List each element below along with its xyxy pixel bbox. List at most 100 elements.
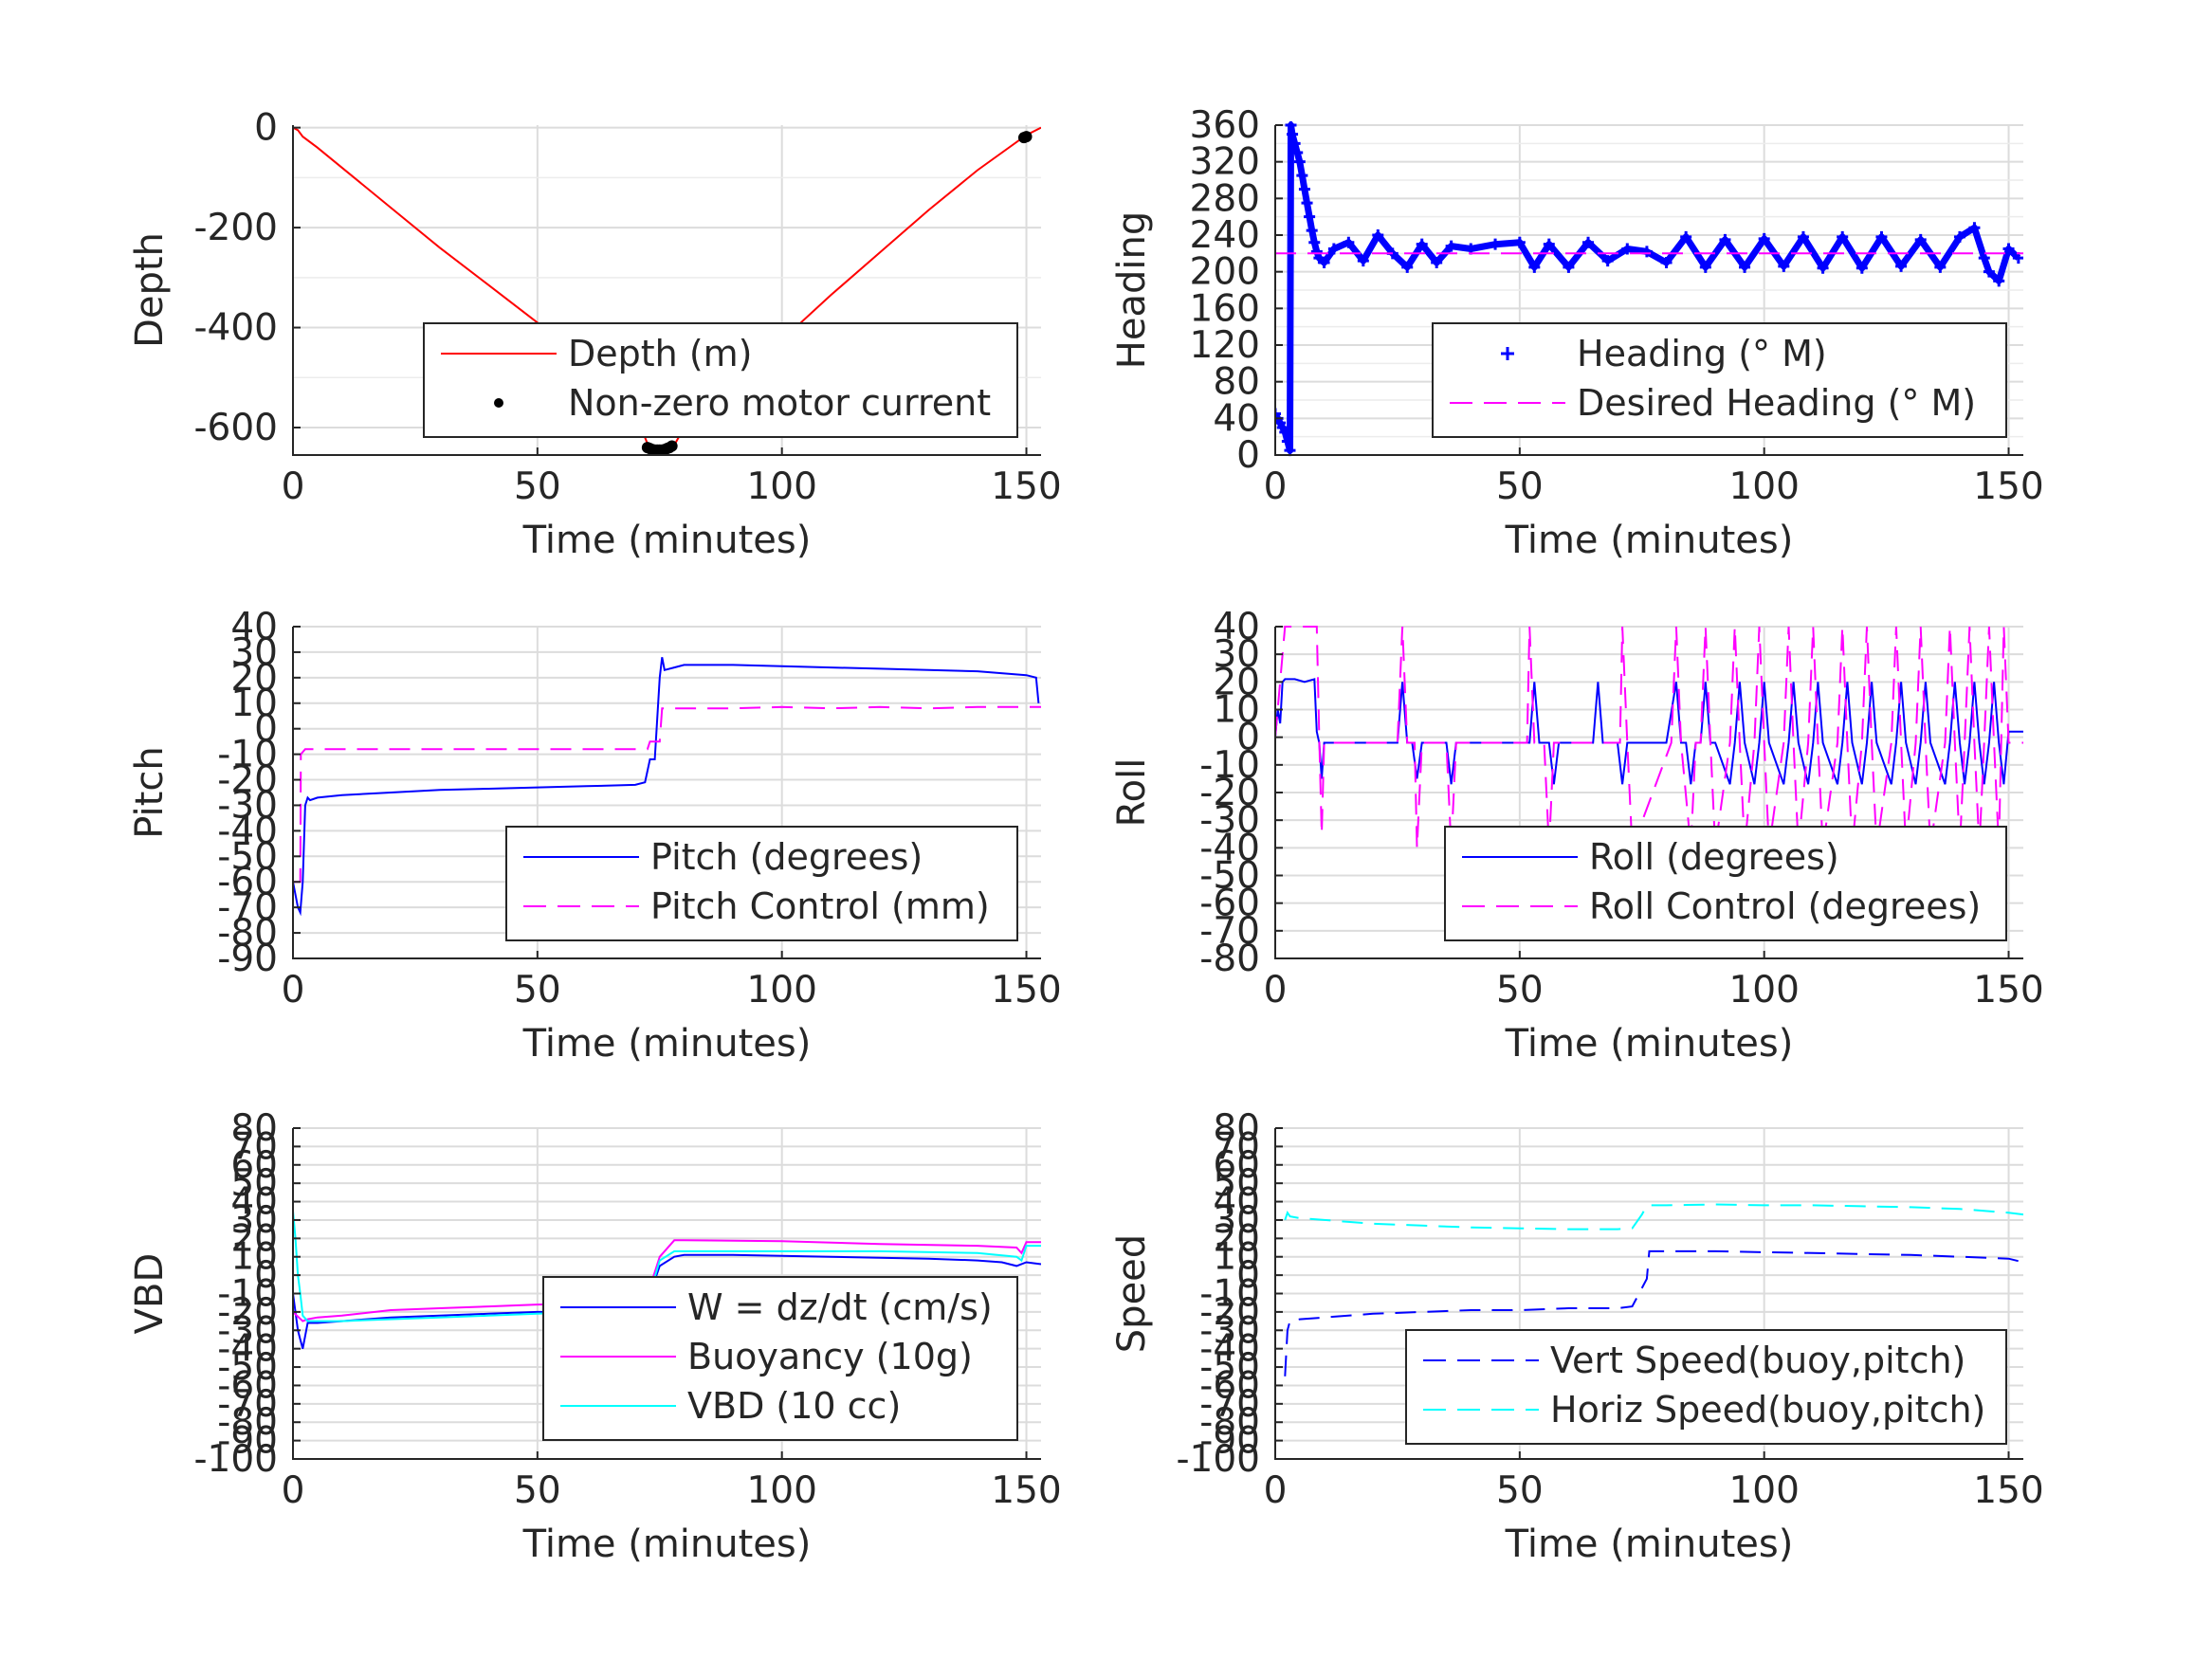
y-tick-label: -50: [1199, 855, 1260, 898]
y-tick-label: 0: [254, 708, 278, 751]
data-point: [1020, 131, 1033, 143]
x-tick-label: 0: [1264, 465, 1288, 508]
series-band: [1275, 121, 2021, 454]
data-point: [666, 440, 678, 452]
y-tick-label: 40: [1213, 397, 1260, 440]
y-tick-label: 20: [1213, 1217, 1260, 1260]
legend: Pitch (degrees) Pitch Control (mm): [505, 826, 1018, 941]
y-tick-label: -50: [217, 835, 278, 878]
y-tick-label: -10: [1199, 1273, 1260, 1316]
legend-label: Roll (degrees): [1589, 836, 1839, 878]
x-tick-label: 50: [1496, 969, 1544, 1012]
y-tick-label: 10: [230, 1236, 278, 1279]
y-tick-label: 0: [1236, 1254, 1260, 1297]
series-line: [1284, 1203, 2023, 1231]
legend-box: [1405, 1329, 2007, 1445]
legend-label: Pitch Control (mm): [650, 885, 990, 927]
y-tick-label: -50: [1199, 1346, 1260, 1389]
x-axis-label: Time (minutes): [522, 1522, 812, 1566]
x-tick-label: 100: [1728, 465, 1799, 508]
series-2: [1284, 1203, 2023, 1231]
legend-box: [1432, 322, 2007, 438]
legend-label: Horiz Speed(buoy,pitch): [1550, 1389, 1985, 1431]
x-axis-label: Time (minutes): [522, 519, 812, 562]
series-2: [293, 705, 1041, 884]
chart-4: 0 50 100 150403020100-10-20-30-40-50-60-70-…: [1110, 606, 2044, 1066]
y-tick-label: 10: [1213, 1236, 1260, 1279]
x-axis-label: Time (minutes): [522, 1022, 812, 1066]
x-axis-label: Time (minutes): [1505, 519, 1794, 562]
legend-label: Depth (m): [568, 333, 753, 374]
y-tick-label: -20: [217, 1291, 278, 1334]
y-tick-label: 240: [1190, 214, 1260, 257]
y-axis-label: VBD: [128, 1253, 172, 1335]
x-tick-label: 150: [991, 465, 1061, 508]
series-line: [293, 705, 1041, 884]
series-1: [1275, 678, 2023, 785]
y-tick-label: -60: [217, 1364, 278, 1407]
x-tick-label: 100: [1728, 1469, 1799, 1512]
y-tick-label: 80: [1213, 1107, 1260, 1150]
legend-label: Vert Speed(buoy,pitch): [1550, 1340, 1965, 1381]
y-tick-label: -90: [1199, 1420, 1260, 1463]
series-2: [641, 131, 1033, 456]
y-axis-label: Depth: [128, 232, 172, 348]
y-tick-label: 40: [1213, 1181, 1260, 1224]
y-tick-label: 200: [1190, 251, 1260, 294]
y-tick-label: -70: [217, 886, 278, 929]
legend-box: [542, 1276, 1018, 1441]
y-tick-label: -70: [1199, 910, 1260, 953]
y-tick-label: 30: [230, 631, 278, 674]
y-axis-label: Pitch: [128, 746, 172, 838]
series-1: [1284, 1249, 2023, 1376]
y-tick-label: 0: [254, 1254, 278, 1297]
chart-5: 0 50 100 15080706050403020100-10-20-30-40-5…: [128, 1107, 1062, 1566]
y-tick-label: 0: [1236, 717, 1260, 759]
y-tick-label: -10: [1199, 744, 1260, 787]
y-tick-label: -40: [217, 1328, 278, 1371]
chart-1: 0 50 100 150 0 -200 -400 -600 Time (minutes) Dept…: [128, 107, 1062, 562]
series-1: [293, 657, 1040, 917]
legend-label: Buoyancy (10g): [687, 1336, 973, 1377]
y-tick-label: 30: [1213, 1199, 1260, 1242]
x-tick-label: 0: [282, 465, 305, 508]
legend: Depth (m) Non-zero motor current: [423, 322, 1018, 438]
y-tick-label: -70: [217, 1383, 278, 1426]
y-tick-label: 320: [1190, 141, 1260, 184]
x-tick-label: 100: [1728, 969, 1799, 1012]
x-tick-label: 0: [282, 1469, 305, 1512]
y-tick-label: -80: [217, 912, 278, 955]
x-tick-label: 150: [1973, 1469, 2043, 1512]
x-tick-label: 50: [1496, 1469, 1544, 1512]
legend-box: [423, 322, 1018, 438]
y-tick-label: -80: [217, 1401, 278, 1444]
y-tick-label: -40: [217, 810, 278, 852]
legend: Vert Speed(buoy,pitch) Horiz Speed(buoy,p…: [1405, 1329, 2007, 1445]
y-axis-label: Roll: [1110, 758, 1154, 828]
y-tick-label: -80: [1199, 938, 1260, 980]
y-tick-label: 20: [230, 1217, 278, 1260]
legend-label: Pitch (degrees): [650, 836, 923, 878]
chart-3: 0 50 100 150403020100-10-20-30-40-50-60-70-…: [128, 606, 1062, 1066]
y-tick-label: 20: [1213, 661, 1260, 703]
x-tick-label: 150: [991, 969, 1061, 1012]
y-tick-label: -80: [1199, 1401, 1260, 1444]
y-tick-label: 50: [1213, 1162, 1260, 1205]
x-tick-label: 0: [1264, 969, 1288, 1012]
y-tick-label: 160: [1190, 287, 1260, 330]
y-tick-label: -30: [217, 784, 278, 827]
y-tick-label: 60: [1213, 1144, 1260, 1187]
y-tick-label: -60: [1199, 1364, 1260, 1407]
x-tick-label: 0: [282, 969, 305, 1012]
x-tick-label: 100: [746, 465, 816, 508]
y-tick-label: -60: [217, 861, 278, 903]
legend-label: VBD (10 cc): [687, 1385, 901, 1427]
series-line: [293, 657, 1040, 917]
x-tick-label: 50: [514, 1469, 561, 1512]
y-tick-label: 40: [230, 606, 278, 648]
y-tick-label: -30: [1199, 799, 1260, 842]
series-line: [1275, 678, 2023, 785]
y-tick-label: -20: [217, 759, 278, 802]
